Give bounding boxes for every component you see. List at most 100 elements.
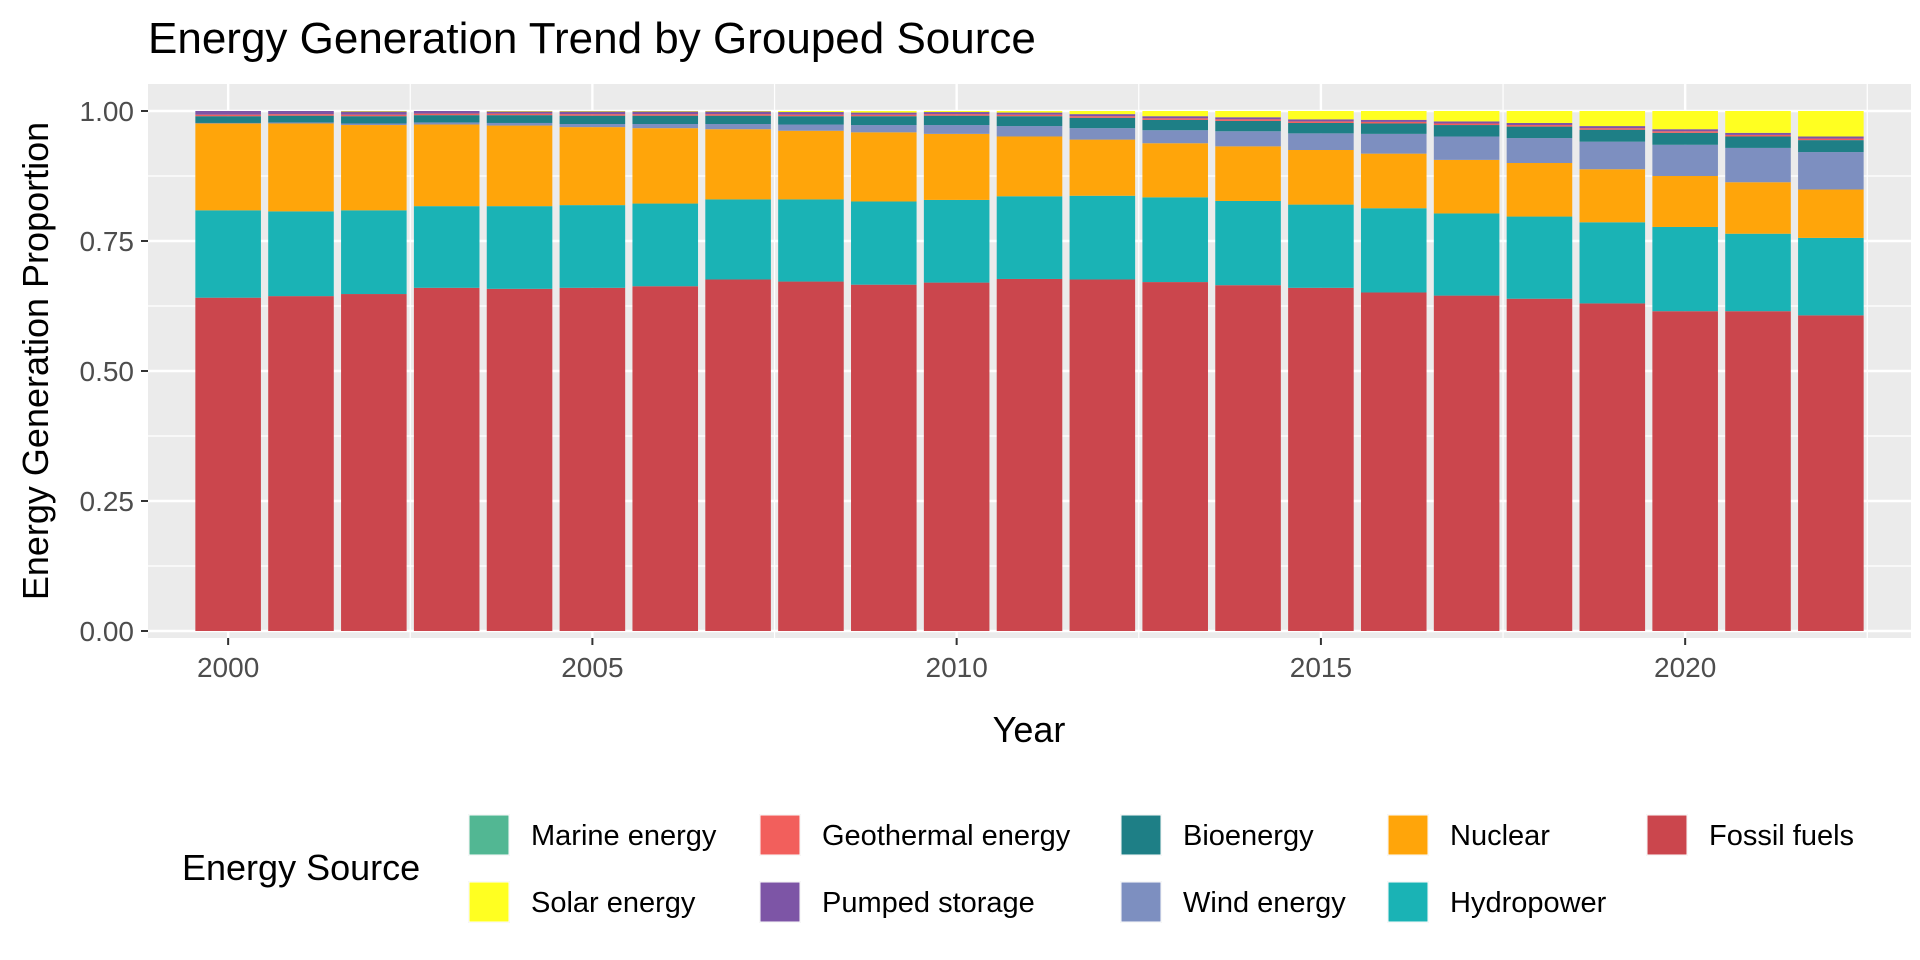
bar-nuclear-2016: [1360, 153, 1427, 209]
bar-geothermal-energy-2003: [413, 113, 480, 116]
bar-nuclear-2006: [632, 128, 699, 204]
bar-solar-energy-2022: [1798, 111, 1864, 137]
bar-wind-energy-2001: [268, 122, 334, 124]
x-tick-label: 2010: [926, 652, 988, 683]
bar-solar-energy-2011: [996, 111, 1063, 113]
bar-fossil-fuels-2012: [1069, 279, 1136, 631]
bar-bioenergy-2006: [632, 115, 699, 124]
legend-label-nuclear: Nuclear: [1450, 820, 1550, 852]
bar-fossil-fuels-2006: [632, 286, 699, 631]
bar-solar-energy-2005: [559, 111, 626, 112]
bar-nuclear-2022: [1798, 189, 1864, 238]
bar-geothermal-energy-2004: [486, 113, 553, 116]
bar-pumped-storage-2000: [195, 111, 261, 115]
bar-solar-energy-2015: [1288, 111, 1354, 120]
bar-bioenergy-2013: [1142, 119, 1208, 131]
legend-swatch-wind-energy: [1120, 881, 1162, 923]
bar-solar-energy-2017: [1433, 111, 1500, 122]
bar-bioenergy-2016: [1360, 123, 1427, 134]
bar-hydropower-2008: [778, 199, 844, 282]
bar-fossil-fuels-2014: [1215, 285, 1281, 631]
legend-label-wind-energy: Wind energy: [1183, 887, 1346, 919]
bar-pumped-storage-2020: [1652, 129, 1718, 132]
x-tick-label: 2000: [197, 652, 259, 683]
bar-nuclear-2018: [1506, 163, 1573, 217]
bar-geothermal-energy-2019: [1579, 128, 1646, 130]
bar-solar-energy-2006: [632, 111, 699, 112]
bar-hydropower-2010: [923, 199, 990, 283]
bar-bioenergy-2018: [1506, 126, 1573, 139]
bar-wind-energy-2015: [1288, 133, 1354, 150]
bar-bioenergy-2020: [1652, 132, 1718, 145]
bar-wind-energy-2013: [1142, 130, 1208, 144]
bar-nuclear-2013: [1142, 143, 1208, 198]
bar-fossil-fuels-2003: [413, 287, 480, 631]
bar-bioenergy-2000: [195, 116, 261, 123]
bar-fossil-fuels-2011: [996, 278, 1063, 631]
bar-bioenergy-2017: [1433, 125, 1500, 137]
legend-swatch-bioenergy: [1120, 814, 1162, 856]
bar-fossil-fuels-2010: [923, 282, 990, 631]
bar-hydropower-2015: [1288, 204, 1354, 288]
bar-wind-energy-2021: [1725, 147, 1791, 183]
x-tick-label: 2005: [561, 652, 623, 683]
bar-bioenergy-2022: [1798, 140, 1864, 153]
bar-pumped-storage-2008: [778, 112, 844, 115]
legend-label-geothermal-energy: Geothermal energy: [822, 820, 1071, 852]
chart-title: Energy Generation Trend by Grouped Sourc…: [148, 14, 1036, 63]
bar-geothermal-energy-2005: [559, 114, 626, 116]
bar-fossil-fuels-2015: [1288, 287, 1354, 631]
bar-wind-energy-2008: [778, 124, 844, 131]
bar-nuclear-2015: [1288, 150, 1354, 205]
bar-hydropower-2002: [341, 210, 407, 295]
bar-pumped-storage-2007: [705, 111, 771, 115]
bar-bioenergy-2002: [341, 116, 407, 124]
bar-fossil-fuels-2017: [1433, 295, 1500, 631]
bar-nuclear-2002: [341, 125, 407, 211]
bar-nuclear-2001: [268, 123, 334, 212]
bar-geothermal-energy-2018: [1506, 125, 1573, 127]
bar-bioenergy-2004: [486, 115, 553, 123]
x-tick-label: 2015: [1290, 652, 1352, 683]
bar-geothermal-energy-2016: [1360, 121, 1427, 124]
bar-pumped-storage-2014: [1215, 117, 1281, 120]
bar-geothermal-energy-2011: [996, 114, 1063, 117]
y-axis: 0.00 0.25 0.50 0.75 1.00: [80, 96, 148, 647]
bar-solar-energy-2018: [1506, 111, 1573, 123]
y-tick-label: 0.75: [80, 226, 135, 257]
bar-geothermal-energy-2000: [195, 114, 261, 117]
bar-pumped-storage-2001: [268, 111, 334, 115]
bar-bioenergy-2012: [1069, 117, 1136, 129]
bar-fossil-fuels-2013: [1142, 282, 1208, 631]
bar-pumped-storage-2018: [1506, 122, 1573, 126]
bar-pumped-storage-2010: [923, 112, 990, 115]
legend-label-pumped-storage: Pumped storage: [822, 887, 1035, 919]
legend-swatch-marine-energy: [468, 814, 510, 856]
bar-nuclear-2005: [559, 127, 626, 206]
legend-label-fossil-fuels: Fossil fuels: [1709, 820, 1854, 852]
legend-swatch-pumped-storage: [759, 881, 801, 923]
bar-fossil-fuels-2021: [1725, 311, 1791, 631]
legend: Marine energy Geothermal energy Bioenergy N…: [468, 814, 1854, 923]
bar-nuclear-2003: [413, 124, 480, 207]
bar-hydropower-2021: [1725, 233, 1791, 312]
bar-fossil-fuels-2009: [851, 284, 917, 631]
legend-label-solar-energy: Solar energy: [531, 887, 696, 919]
bar-hydropower-2018: [1506, 216, 1573, 299]
bar-fossil-fuels-2018: [1506, 298, 1573, 631]
bar-pumped-storage-2009: [851, 112, 917, 115]
bar-geothermal-energy-2010: [923, 114, 990, 116]
bar-geothermal-energy-2012: [1069, 116, 1136, 118]
legend-swatch-solar-energy: [468, 881, 510, 923]
bar-solar-energy-2020: [1652, 111, 1718, 130]
bar-pumped-storage-2017: [1433, 121, 1500, 124]
bar-solar-energy-2004: [486, 111, 553, 112]
bar-hydropower-2006: [632, 203, 699, 287]
bar-hydropower-2004: [486, 206, 553, 289]
bar-fossil-fuels-2020: [1652, 311, 1718, 631]
bar-fossil-fuels-2022: [1798, 315, 1864, 631]
bar-hydropower-2001: [268, 211, 334, 297]
y-tick-label: 0.50: [80, 356, 135, 387]
